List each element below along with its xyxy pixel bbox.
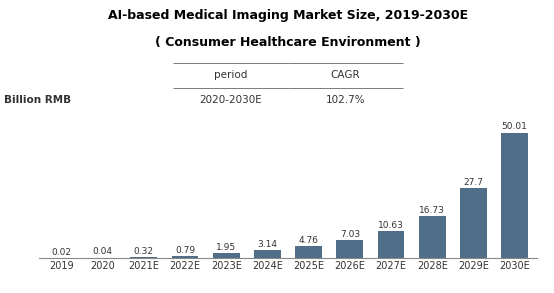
Text: 10.63: 10.63 [378, 221, 404, 230]
Bar [254, 250, 281, 258]
Text: 4.76: 4.76 [299, 236, 319, 245]
Bar [460, 188, 487, 258]
Text: 7.03: 7.03 [340, 230, 360, 239]
Text: AI-based Medical Imaging Market Size, 2019-2030E: AI-based Medical Imaging Market Size, 20… [108, 9, 468, 22]
Text: 0.79: 0.79 [175, 246, 195, 255]
Bar [172, 256, 198, 258]
Text: 3.14: 3.14 [258, 240, 278, 249]
Text: 1.95: 1.95 [216, 243, 237, 252]
Bar [130, 257, 157, 258]
Text: 50.01: 50.01 [502, 122, 527, 131]
Text: ( Consumer Healthcare Environment ): ( Consumer Healthcare Environment ) [155, 36, 421, 50]
Text: 0.04: 0.04 [93, 248, 112, 256]
Text: 27.7: 27.7 [464, 178, 484, 187]
Bar [295, 246, 322, 258]
Text: 0.32: 0.32 [134, 247, 154, 256]
Text: 0.02: 0.02 [52, 248, 71, 257]
Bar [419, 216, 446, 258]
Bar [501, 132, 528, 258]
Text: 16.73: 16.73 [419, 206, 445, 215]
Bar [336, 240, 363, 258]
Text: Billion RMB: Billion RMB [4, 96, 71, 105]
Bar [378, 231, 404, 258]
Bar [213, 253, 240, 258]
